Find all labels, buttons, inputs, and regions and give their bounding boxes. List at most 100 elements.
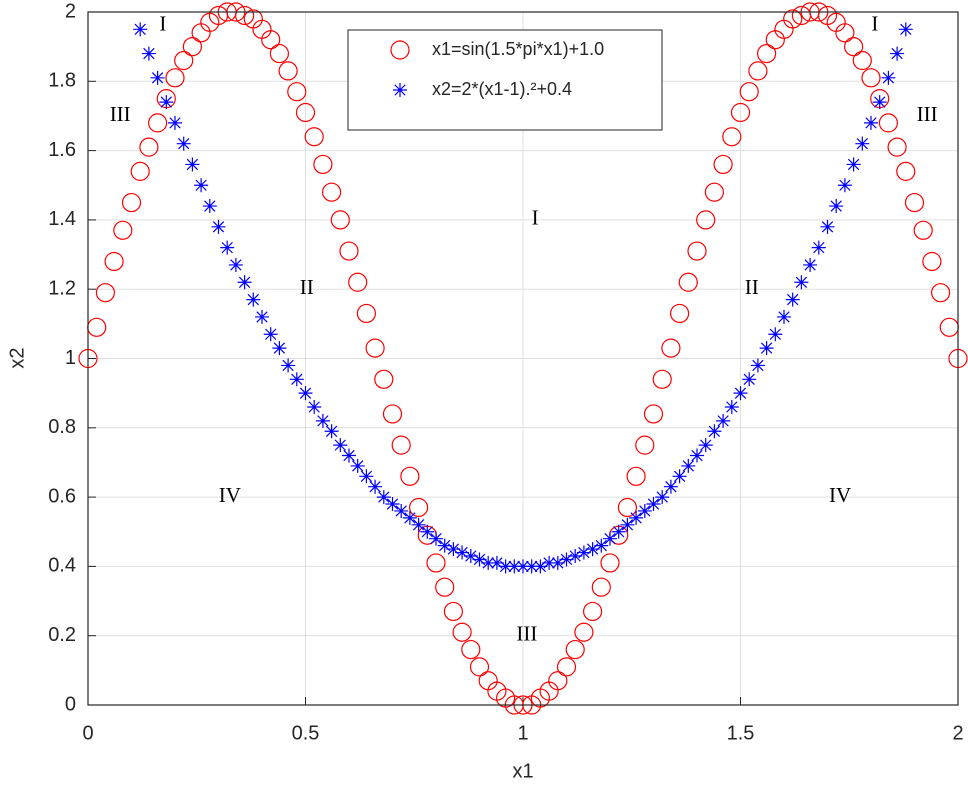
marker-circle [635, 435, 655, 455]
marker-circle [930, 283, 951, 303]
legend-marker [390, 40, 410, 60]
y-tick-label: 1 [65, 347, 76, 369]
marker-circle [722, 127, 742, 147]
marker-asterisk [690, 448, 704, 463]
y-tick-label: 0.2 [48, 624, 76, 646]
marker-circle [783, 9, 803, 29]
marker-asterisk [150, 70, 165, 85]
annotation: IV [219, 483, 241, 507]
marker-circle [739, 82, 759, 102]
marker-asterisk [620, 517, 635, 532]
marker-circle [687, 241, 707, 261]
marker-asterisk [463, 549, 478, 564]
legend-box [347, 29, 663, 131]
marker-asterisk [342, 448, 356, 463]
marker-circle [339, 241, 359, 261]
marker-asterisk [176, 136, 191, 151]
marker-circle [400, 466, 420, 486]
marker-asterisk [263, 327, 278, 342]
marker-circle [713, 154, 733, 175]
annotation: I [871, 12, 878, 36]
marker-circle [652, 369, 672, 389]
marker-asterisk [272, 341, 287, 356]
marker-circle [565, 639, 585, 660]
marker-asterisk [655, 490, 670, 505]
x-tick-label: 2 [952, 722, 963, 744]
marker-circle [104, 251, 124, 272]
marker-asterisk [794, 275, 809, 290]
marker-asterisk [298, 386, 313, 401]
marker-circle [330, 210, 350, 230]
marker-circle [165, 68, 185, 88]
marker-asterisk [881, 70, 896, 85]
marker-circle [426, 553, 446, 573]
legend-label: x1=sin(1.5*pi*x1)+1.0 [432, 39, 604, 59]
y-tick-label: 0.8 [48, 416, 76, 438]
marker-asterisk [585, 542, 600, 557]
marker-circle [174, 50, 194, 71]
marker-asterisk [133, 22, 148, 37]
marker-circle [278, 61, 298, 81]
marker-asterisk [202, 199, 217, 214]
marker-circle [382, 404, 403, 424]
marker-circle [896, 161, 916, 181]
marker-asterisk [481, 555, 496, 570]
marker-asterisk [368, 479, 383, 494]
marker-asterisk [220, 240, 235, 255]
marker-asterisk [559, 552, 574, 567]
marker-asterisk [385, 497, 400, 512]
marker-circle [261, 30, 281, 50]
marker-asterisk [568, 549, 583, 564]
marker-circle [409, 497, 429, 518]
marker-asterisk [516, 559, 530, 574]
annotation: I [532, 206, 539, 230]
plot-area [78, 2, 968, 715]
marker-asterisk [255, 309, 269, 324]
marker-asterisk [742, 372, 757, 387]
marker-asterisk [594, 538, 609, 553]
marker-circle [887, 137, 907, 157]
marker-asterisk [472, 552, 487, 567]
x-axis-label: x1 [512, 760, 533, 782]
marker-asterisk [350, 458, 365, 473]
marker-circle [730, 102, 751, 123]
annotation: III [516, 622, 537, 646]
annotation: III [917, 102, 938, 126]
legend: x1=sin(1.5*pi*x1)+1.0 x2=2*(x1-1).²+0.4 [347, 29, 663, 131]
marker-circle [678, 272, 698, 292]
marker-asterisk [542, 555, 557, 570]
marker-circle [704, 182, 725, 202]
marker-circle [269, 43, 289, 64]
marker-circle [669, 303, 690, 324]
marker-circle [287, 82, 307, 102]
marker-asterisk [733, 386, 748, 401]
marker-asterisk [168, 115, 182, 130]
marker-asterisk [498, 559, 513, 574]
marker-circle [461, 639, 481, 660]
marker-asterisk [811, 240, 826, 255]
marker-asterisk [681, 458, 696, 473]
marker-circle [661, 338, 681, 358]
marker-circle [643, 404, 664, 424]
marker-circle [852, 50, 872, 71]
marker-circle [756, 43, 777, 64]
marker-circle [374, 369, 394, 389]
marker-circle [835, 23, 855, 43]
y-tick-label: 1.4 [48, 208, 76, 230]
marker-circle [748, 61, 768, 81]
marker-asterisk [777, 309, 791, 324]
y-tick-label: 1.6 [48, 139, 76, 161]
y-axis-label: x2 [6, 347, 28, 368]
y-tick-label: 0.6 [48, 485, 76, 507]
marker-asterisk [829, 199, 844, 214]
x-tick-label: 1 [517, 722, 528, 744]
marker-asterisk [759, 341, 774, 356]
marker-asterisk [837, 178, 852, 193]
marker-asterisk [211, 219, 226, 234]
marker-asterisk [663, 479, 678, 494]
marker-asterisk [611, 524, 626, 539]
axes-box [87, 11, 959, 706]
marker-asterisk [141, 46, 156, 61]
marker-asterisk [533, 559, 548, 574]
marker-asterisk [333, 438, 348, 453]
